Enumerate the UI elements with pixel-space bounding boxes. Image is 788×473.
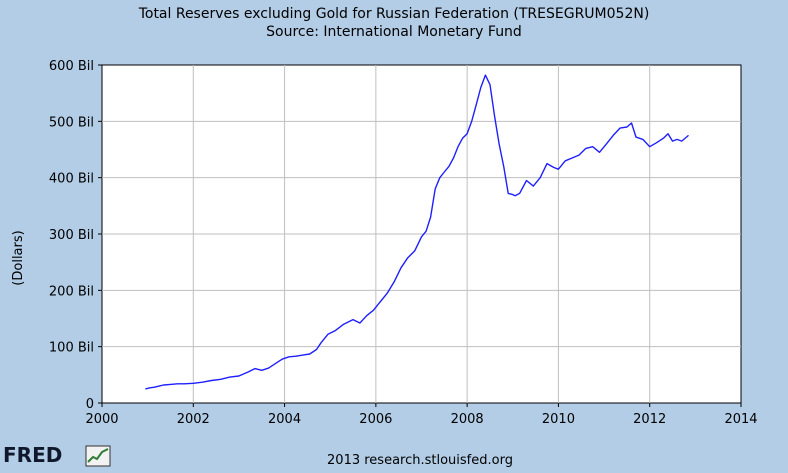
grid-lines: [102, 65, 741, 403]
chart-title: Total Reserves excluding Gold for Russia…: [138, 6, 650, 22]
y-tick-label: 400 Bil: [49, 172, 94, 187]
footer-source: 2013 research.stlouisfed.org: [327, 453, 513, 468]
fred-logo-text: FRED: [3, 443, 62, 467]
tick-labels: 0 100 Bil 200 Bil 300 Bil 400 Bil 500 Bil 600 …: [49, 59, 758, 427]
y-tick-label: 100 Bil: [49, 341, 94, 356]
y-tick-label: 600 Bil: [49, 59, 94, 74]
fred-logo: FRED: [3, 443, 111, 467]
x-tick-label: 2002: [177, 412, 210, 427]
axis-ticks: [98, 64, 742, 407]
x-tick-label: 2012: [633, 412, 666, 427]
y-tick-label: 200 Bil: [49, 284, 94, 299]
fred-logo-trend-icon: [87, 448, 109, 463]
x-tick-label: 2000: [85, 412, 118, 427]
chart-subtitle: Source: International Monetary Fund: [266, 24, 522, 40]
x-tick-label: 2014: [724, 412, 757, 427]
y-axis-label: (Dollars): [11, 230, 26, 285]
x-tick-label: 2008: [451, 412, 484, 427]
y-tick-label: 500 Bil: [49, 115, 94, 130]
x-tick-label: 2010: [542, 412, 575, 427]
y-tick-label: 300 Bil: [49, 228, 94, 243]
x-tick-label: 2006: [359, 412, 392, 427]
series-line: [145, 74, 689, 390]
x-tick-label: 2004: [268, 412, 301, 427]
y-tick-label: 0: [86, 397, 94, 412]
